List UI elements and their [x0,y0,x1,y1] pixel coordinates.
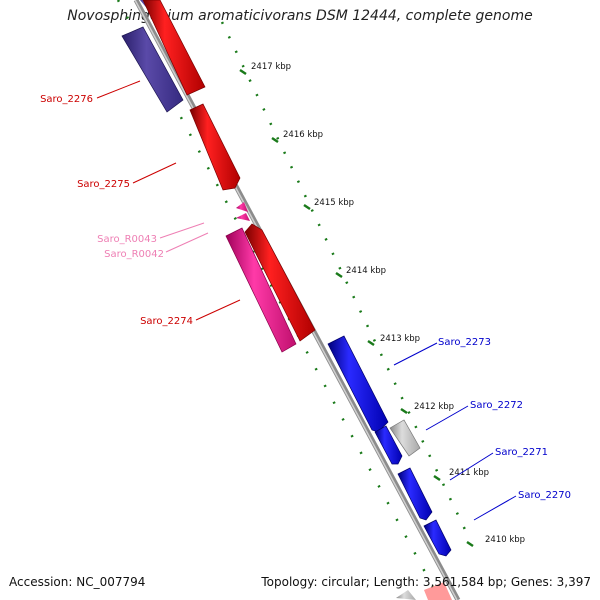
gene-feature-saro-2272[interactable] [374,425,403,465]
gene-label-saro-2276[interactable]: Saro_2276 [40,94,93,105]
callout-line-saro-2273 [393,342,438,366]
scale-label-2411: 2411 kbp [449,468,489,478]
gene-feature-saro-2276[interactable] [121,26,184,113]
gene-label-saro-2271[interactable]: Saro_2271 [495,447,548,458]
callout-line-saro-2275 [132,162,177,184]
scale-label-2414: 2414 kbp [346,266,386,276]
gene-feature-upstream[interactable] [142,0,206,96]
callout-line-saro-r0042 [165,232,209,253]
gene-callouts [96,80,517,521]
gene-feature-saro-r0042[interactable] [236,213,250,221]
gene-label-saro-2273[interactable]: Saro_2273 [438,337,491,348]
scale-tick-2414 [335,271,343,279]
gene-feature-saro-2273[interactable] [327,335,389,433]
callout-line-saro-2276 [96,80,141,99]
scale-label-2415: 2415 kbp [314,198,354,208]
gene-label-saro-2270[interactable]: Saro_2270 [518,490,571,501]
map-title: Novosphingobium aromaticivorans DSM 1244… [67,8,533,24]
gene-feature-saro-2274[interactable] [225,227,297,353]
scale-tick-2416 [271,136,279,144]
scale-label-2417: 2417 kbp [251,62,291,72]
callout-line-saro-2272 [425,405,469,431]
gene-feature-saro-2270[interactable] [423,519,452,557]
gene-label-saro-2272[interactable]: Saro_2272 [470,400,523,411]
genome-summary: Topology: circular; Length: 3,561,584 bp… [261,575,591,589]
scale-tick-2413 [367,339,375,347]
scale-tick-2410 [466,540,474,548]
gene-label-saro-2274[interactable]: Saro_2274 [140,316,193,327]
reverse-strand-features [327,335,452,600]
callout-line-saro-2270 [473,495,517,521]
accession-label: Accession: NC_007794 [9,575,146,589]
gene-feature-red-long[interactable] [244,223,316,342]
gene-labels: Saro_2276 Saro_2275 Saro_R0043 Saro_R004… [40,94,571,501]
scale-tick-2415 [303,203,311,211]
gene-feature-saro-2275[interactable] [189,103,241,191]
gene-feature-saro-r0043[interactable] [236,202,248,212]
scale-label-2412: 2412 kbp [414,402,454,412]
scale-label-2410: 2410 kbp [485,535,525,545]
scale-tick-2417 [239,68,247,76]
callout-line-saro-r0043 [159,222,205,239]
scale-tick-2412 [400,407,408,415]
callout-line-saro-2271 [449,452,494,481]
gene-label-saro-r0043[interactable]: Saro_R0043 [97,234,157,245]
scale-tick-2411 [433,474,441,482]
gene-feature-saro-2271[interactable] [397,467,433,521]
scale-label-2416: 2416 kbp [283,130,323,140]
gene-label-saro-r0042[interactable]: Saro_R0042 [104,249,164,260]
forward-strand-features [121,0,316,353]
scale-ticks: 2417 kbp 2416 kbp 2415 kbp 2414 kbp 2413… [239,62,525,548]
gene-feature-bottom-red [424,582,452,600]
callout-line-saro-2274 [195,299,241,321]
scale-label-2413: 2413 kbp [380,334,420,344]
gene-label-saro-2275[interactable]: Saro_2275 [77,179,130,190]
gene-feature-bottom-gray [396,590,416,600]
gene-feature-pseudo[interactable] [389,419,421,457]
